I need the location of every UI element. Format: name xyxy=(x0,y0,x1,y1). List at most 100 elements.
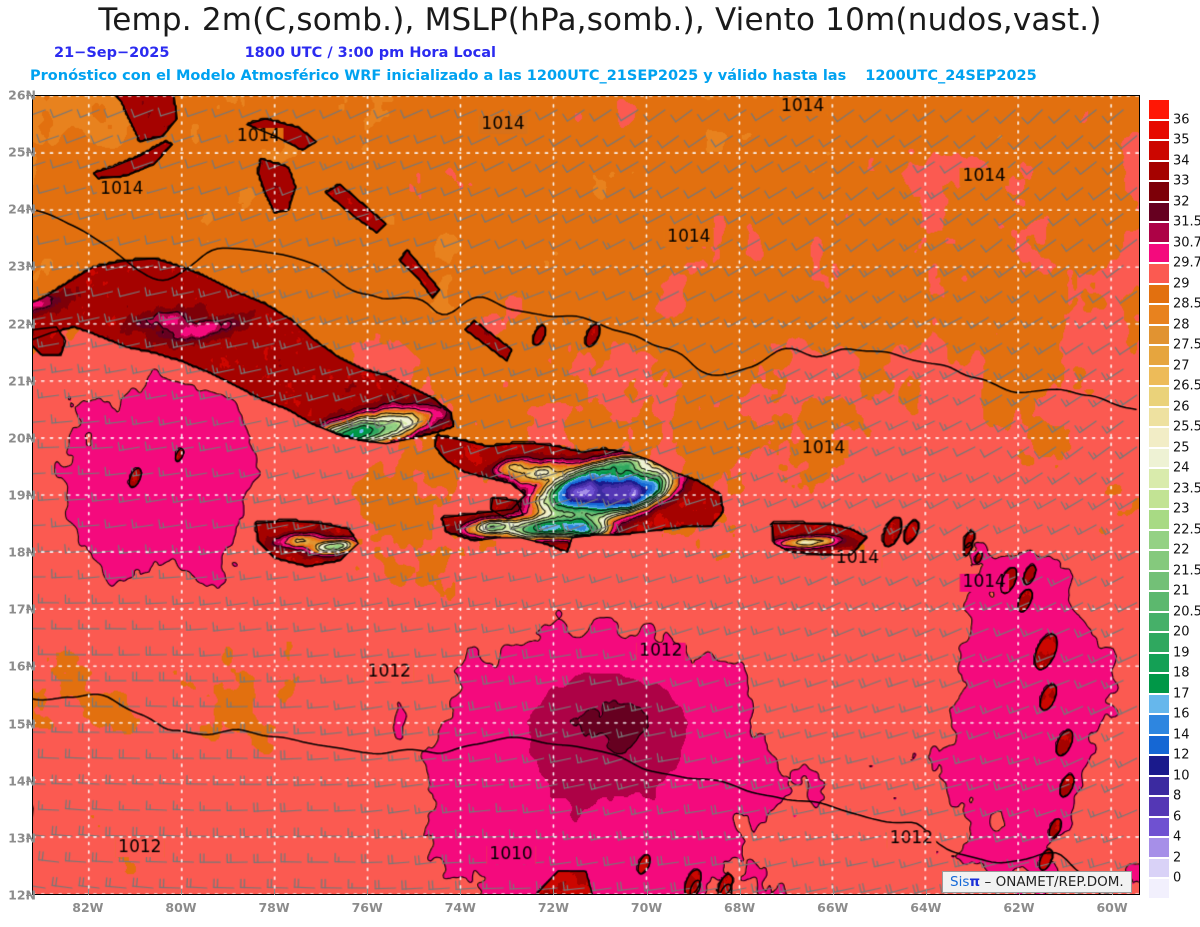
colorbar-swatch[interactable] xyxy=(1148,570,1170,591)
colorbar-swatch[interactable] xyxy=(1148,550,1170,571)
colorbar-swatch[interactable] xyxy=(1148,632,1170,653)
sispi-logo-pi: π xyxy=(969,874,980,890)
colorbar-tick-4: 4 xyxy=(1173,829,1182,845)
colorbar-swatch[interactable] xyxy=(1148,714,1170,735)
colorbar-tick-2: 2 xyxy=(1173,850,1182,866)
colorbar-swatch[interactable] xyxy=(1148,755,1170,776)
colorbar-tick-23: 23 xyxy=(1173,501,1190,517)
page-title: Temp. 2m(C,somb.), MSLP(hPa,somb.), Vien… xyxy=(98,2,1102,38)
colorbar-swatch[interactable] xyxy=(1148,386,1170,407)
colorbar-swatch[interactable] xyxy=(1148,201,1170,222)
colorbar-swatch[interactable] xyxy=(1148,304,1170,325)
colorbar-swatch[interactable] xyxy=(1148,488,1170,509)
lon-label-72W: 72W xyxy=(537,900,569,915)
colorbar-swatch[interactable] xyxy=(1148,837,1170,858)
lon-tick xyxy=(87,889,89,895)
colorbar-tick-19: 19 xyxy=(1173,645,1190,661)
colorbar-swatch[interactable] xyxy=(1148,242,1170,263)
colorbar-swatch[interactable] xyxy=(1148,796,1170,817)
lon-tick xyxy=(460,889,462,895)
lon-label-70W: 70W xyxy=(630,900,663,915)
lat-tick xyxy=(26,152,32,154)
colorbar-swatch[interactable] xyxy=(1148,447,1170,468)
lat-tick xyxy=(26,837,32,839)
colorbar-tick-23.5: 23.5 xyxy=(1173,481,1200,497)
lon-tick xyxy=(553,889,555,895)
lon-label-82W: 82W xyxy=(72,900,104,915)
colorbar-tick-29.7: 29.7 xyxy=(1173,255,1200,271)
lat-label-22N: 22N xyxy=(8,316,36,332)
colorbar-swatch[interactable] xyxy=(1148,857,1170,878)
lat-tick xyxy=(26,323,32,325)
forecast-time: 1800 UTC / 3:00 pm Hora Local xyxy=(244,45,496,61)
colorbar-swatch[interactable] xyxy=(1148,140,1170,161)
lat-tick xyxy=(26,266,32,268)
colorbar-swatch[interactable] xyxy=(1148,160,1170,181)
colorbar-tick-10: 10 xyxy=(1173,768,1190,784)
attribution-agency: – ONAMET/REP.DOM. xyxy=(984,874,1124,890)
lon-label-68W: 68W xyxy=(724,900,756,915)
colorbar-tick-20: 20 xyxy=(1173,624,1190,640)
lat-tick xyxy=(26,552,32,554)
colorbar-swatch[interactable] xyxy=(1148,181,1170,202)
lon-label-64W: 64W xyxy=(910,900,942,915)
lat-label-14N: 14N xyxy=(8,773,36,789)
colorbar-tick-24: 24 xyxy=(1173,460,1190,476)
lat-label-16N: 16N xyxy=(8,658,36,674)
colorbar-tick-22: 22 xyxy=(1173,542,1190,558)
lat-tick xyxy=(26,209,32,211)
colorbar-swatch[interactable] xyxy=(1148,652,1170,673)
colorbar-swatch[interactable] xyxy=(1148,734,1170,755)
colorbar-tick-34: 34 xyxy=(1173,153,1190,169)
colorbar-swatch[interactable] xyxy=(1148,324,1170,345)
colorbar-tick-25: 25 xyxy=(1173,440,1190,456)
colorbar-swatch[interactable] xyxy=(1148,222,1170,243)
colorbar-tick-28.5: 28.5 xyxy=(1173,296,1200,312)
lat-tick xyxy=(26,380,32,382)
colorbar-tick-25.5: 25.5 xyxy=(1173,419,1200,435)
colorbar-swatch[interactable] xyxy=(1148,591,1170,612)
colorbar-swatch[interactable] xyxy=(1148,529,1170,550)
colorbar-tick-14: 14 xyxy=(1173,727,1190,743)
lat-label-13N: 13N xyxy=(8,830,36,846)
temperature-colorbar[interactable] xyxy=(1148,99,1170,899)
colorbar-swatch[interactable] xyxy=(1148,878,1170,899)
lat-label-25N: 25N xyxy=(8,144,36,160)
weather-map[interactable] xyxy=(32,95,1140,895)
colorbar-swatch[interactable] xyxy=(1148,468,1170,489)
colorbar-swatch[interactable] xyxy=(1148,365,1170,386)
colorbar-swatch[interactable] xyxy=(1148,509,1170,530)
lat-label-23N: 23N xyxy=(8,258,36,274)
colorbar-tick-21: 21 xyxy=(1173,583,1190,599)
colorbar-swatch[interactable] xyxy=(1148,775,1170,796)
colorbar-tick-36: 36 xyxy=(1173,112,1190,127)
colorbar-swatch[interactable] xyxy=(1148,119,1170,140)
lat-tick xyxy=(26,437,32,439)
colorbar-tick-0: 0 xyxy=(1173,870,1182,886)
colorbar-tick-35: 35 xyxy=(1173,132,1190,148)
colorbar-swatch[interactable] xyxy=(1148,816,1170,837)
lon-tick xyxy=(274,889,276,895)
lon-tick xyxy=(925,889,927,895)
lat-label-26N: 26N xyxy=(8,87,36,103)
map-render-canvas xyxy=(33,96,1139,894)
colorbar-swatch[interactable] xyxy=(1148,427,1170,448)
sispi-logo-text: Sis xyxy=(950,874,970,890)
lat-label-15N: 15N xyxy=(8,716,36,732)
subtitle-row: 21−Sep−2025 1800 UTC / 3:00 pm Hora Loca… xyxy=(54,45,496,61)
colorbar-swatch[interactable] xyxy=(1148,611,1170,632)
lon-label-74W: 74W xyxy=(444,900,476,915)
colorbar-tick-6: 6 xyxy=(1173,809,1182,825)
lat-tick xyxy=(26,780,32,782)
colorbar-swatch[interactable] xyxy=(1148,99,1170,120)
colorbar-tick-27.5: 27.5 xyxy=(1173,337,1200,353)
colorbar-tick-27: 27 xyxy=(1173,358,1190,374)
colorbar-swatch[interactable] xyxy=(1148,345,1170,366)
colorbar-swatch[interactable] xyxy=(1148,406,1170,427)
lat-label-24N: 24N xyxy=(8,201,36,217)
colorbar-swatch[interactable] xyxy=(1148,673,1170,694)
colorbar-swatch[interactable] xyxy=(1148,693,1170,714)
lat-label-17N: 17N xyxy=(8,601,36,617)
colorbar-swatch[interactable] xyxy=(1148,263,1170,284)
colorbar-swatch[interactable] xyxy=(1148,283,1170,304)
